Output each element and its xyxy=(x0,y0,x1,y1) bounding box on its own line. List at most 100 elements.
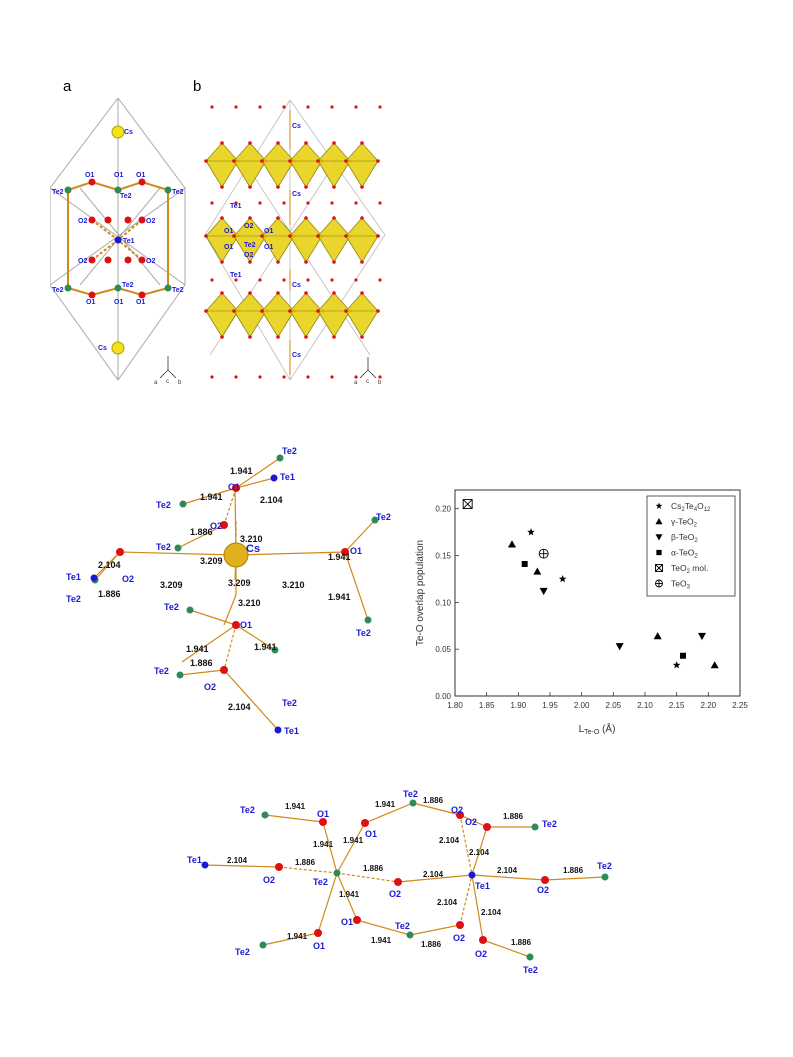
oxygen-atom xyxy=(234,105,238,109)
legend-marker xyxy=(655,564,663,572)
bond-length: 2.104 xyxy=(437,898,458,907)
data-point xyxy=(698,632,706,641)
oxygen-atom xyxy=(306,278,310,282)
oxygen-atom xyxy=(304,335,308,339)
bond-length: 1.941 xyxy=(339,890,360,899)
legend-label: TeO3 xyxy=(671,579,691,591)
x-tick-label: 1.85 xyxy=(479,701,495,710)
teo6-octahedron xyxy=(205,292,239,338)
cs-coordination-diagram: Te2 Te1 O1 Te2 O2 Te2 Te1 O2 Te2 Te2 O1 … xyxy=(66,446,391,736)
x-tick-label: 2.00 xyxy=(574,701,590,710)
oxygen-atom xyxy=(316,309,320,313)
data-point xyxy=(653,632,662,640)
data-point xyxy=(533,567,542,575)
bond-length: 2.104 xyxy=(469,848,490,857)
atom-label: Te2 xyxy=(523,965,538,975)
bond-length: 2.104 xyxy=(439,836,460,845)
atom-label: O1 xyxy=(350,546,362,556)
oxygen-atom xyxy=(360,291,364,295)
atom-label: Cs xyxy=(292,282,301,289)
legend-marker xyxy=(655,534,663,541)
oxygen-atom xyxy=(354,201,358,205)
atom-label: Te2 xyxy=(376,512,391,522)
oxygen-atom xyxy=(248,260,252,264)
oxygen-atom xyxy=(220,291,224,295)
oxygen-atom xyxy=(376,234,380,238)
oxygen-atom xyxy=(360,141,364,145)
bond-length: 1.941 xyxy=(254,642,277,652)
oxygen-atom xyxy=(220,260,224,264)
oxygen-atom xyxy=(376,159,380,163)
oxygen-atom xyxy=(376,309,380,313)
atom-label: Te2 xyxy=(66,594,81,604)
atom-label: Te1 xyxy=(187,855,202,865)
oxygen-atom xyxy=(330,105,334,109)
teo6-octahedron xyxy=(233,142,267,188)
oxygen-atom xyxy=(276,185,280,189)
oxygen-atom xyxy=(330,201,334,205)
teo6-octahedron xyxy=(317,142,351,188)
atom-label: O1 xyxy=(136,299,145,306)
bond-length: 2.104 xyxy=(481,908,502,917)
atom-label: Cs xyxy=(292,352,301,359)
oxygen-atom xyxy=(248,291,252,295)
legend-marker xyxy=(655,579,663,588)
oxygen-atom xyxy=(220,141,224,145)
atom-label: O1 xyxy=(317,809,329,819)
teo6-octahedron xyxy=(317,217,351,263)
oxygen-atom xyxy=(330,278,334,282)
legend-label: TeO2 mol. xyxy=(671,563,708,575)
oxygen-atom xyxy=(332,185,336,189)
oxygen-atom xyxy=(234,375,238,379)
oxygen-atom xyxy=(282,201,286,205)
oxygen-atom xyxy=(232,309,236,313)
bond-length: 1.886 xyxy=(423,796,444,805)
center-atom-label: Cs xyxy=(246,543,260,555)
oxygen-atom xyxy=(282,278,286,282)
x-tick-label: 1.95 xyxy=(542,701,558,710)
bond-length: 2.104 xyxy=(260,495,283,505)
bond-length: 1.941 xyxy=(375,800,396,809)
oxygen-atom xyxy=(276,260,280,264)
atom-label: Te1 xyxy=(230,272,242,279)
x-axis-label: LTe-O (Å) xyxy=(579,722,616,736)
oxygen-atom xyxy=(248,216,252,220)
atom-label: Te2 xyxy=(395,921,410,931)
overlap-population-chart: 1.80 1.85 1.90 1.95 2.00 2.05 2.10 2.15 2.20 2.25… xyxy=(415,489,748,736)
atom-label: O1 xyxy=(264,228,273,235)
oxygen-atom xyxy=(354,375,358,379)
oxygen-atom xyxy=(316,234,320,238)
teo6-octahedron xyxy=(289,142,323,188)
atom-label: O2 xyxy=(263,875,275,885)
atom-label: Cs xyxy=(292,191,301,198)
bond-length: 1.886 xyxy=(503,812,524,821)
oxygen-atom xyxy=(210,278,214,282)
atom-label: O1 xyxy=(341,917,353,927)
oxygen-atom xyxy=(344,159,348,163)
oxygen-atom xyxy=(306,201,310,205)
atom-label: Te1 xyxy=(280,472,295,482)
oxygen-atom xyxy=(282,375,286,379)
y-tick-label: 0.20 xyxy=(435,505,451,514)
data-point xyxy=(672,661,681,669)
oxygen-atom xyxy=(304,291,308,295)
atom-label: O2 xyxy=(122,574,134,584)
oxygen-atom xyxy=(344,309,348,313)
bond-length: 3.210 xyxy=(240,534,263,544)
bond-length: 1.941 xyxy=(343,836,364,845)
bond-length: 1.886 xyxy=(421,940,442,949)
atom-label: O1 xyxy=(114,172,123,179)
oxygen-atom xyxy=(304,216,308,220)
data-point xyxy=(680,652,686,659)
atom-label: Te2 xyxy=(313,877,328,887)
x-tick-label: 2.05 xyxy=(606,701,622,710)
atom-label: Te1 xyxy=(66,572,81,582)
oxygen-atom xyxy=(210,201,214,205)
bond-length: 1.941 xyxy=(328,552,351,562)
oxygen-atom xyxy=(332,291,336,295)
axis-b-label: b xyxy=(378,380,382,385)
axis-a-label: a xyxy=(354,380,358,385)
oxygen-atom xyxy=(378,375,382,379)
teo6-octahedron xyxy=(345,142,379,188)
bond-length: 2.104 xyxy=(227,856,248,865)
